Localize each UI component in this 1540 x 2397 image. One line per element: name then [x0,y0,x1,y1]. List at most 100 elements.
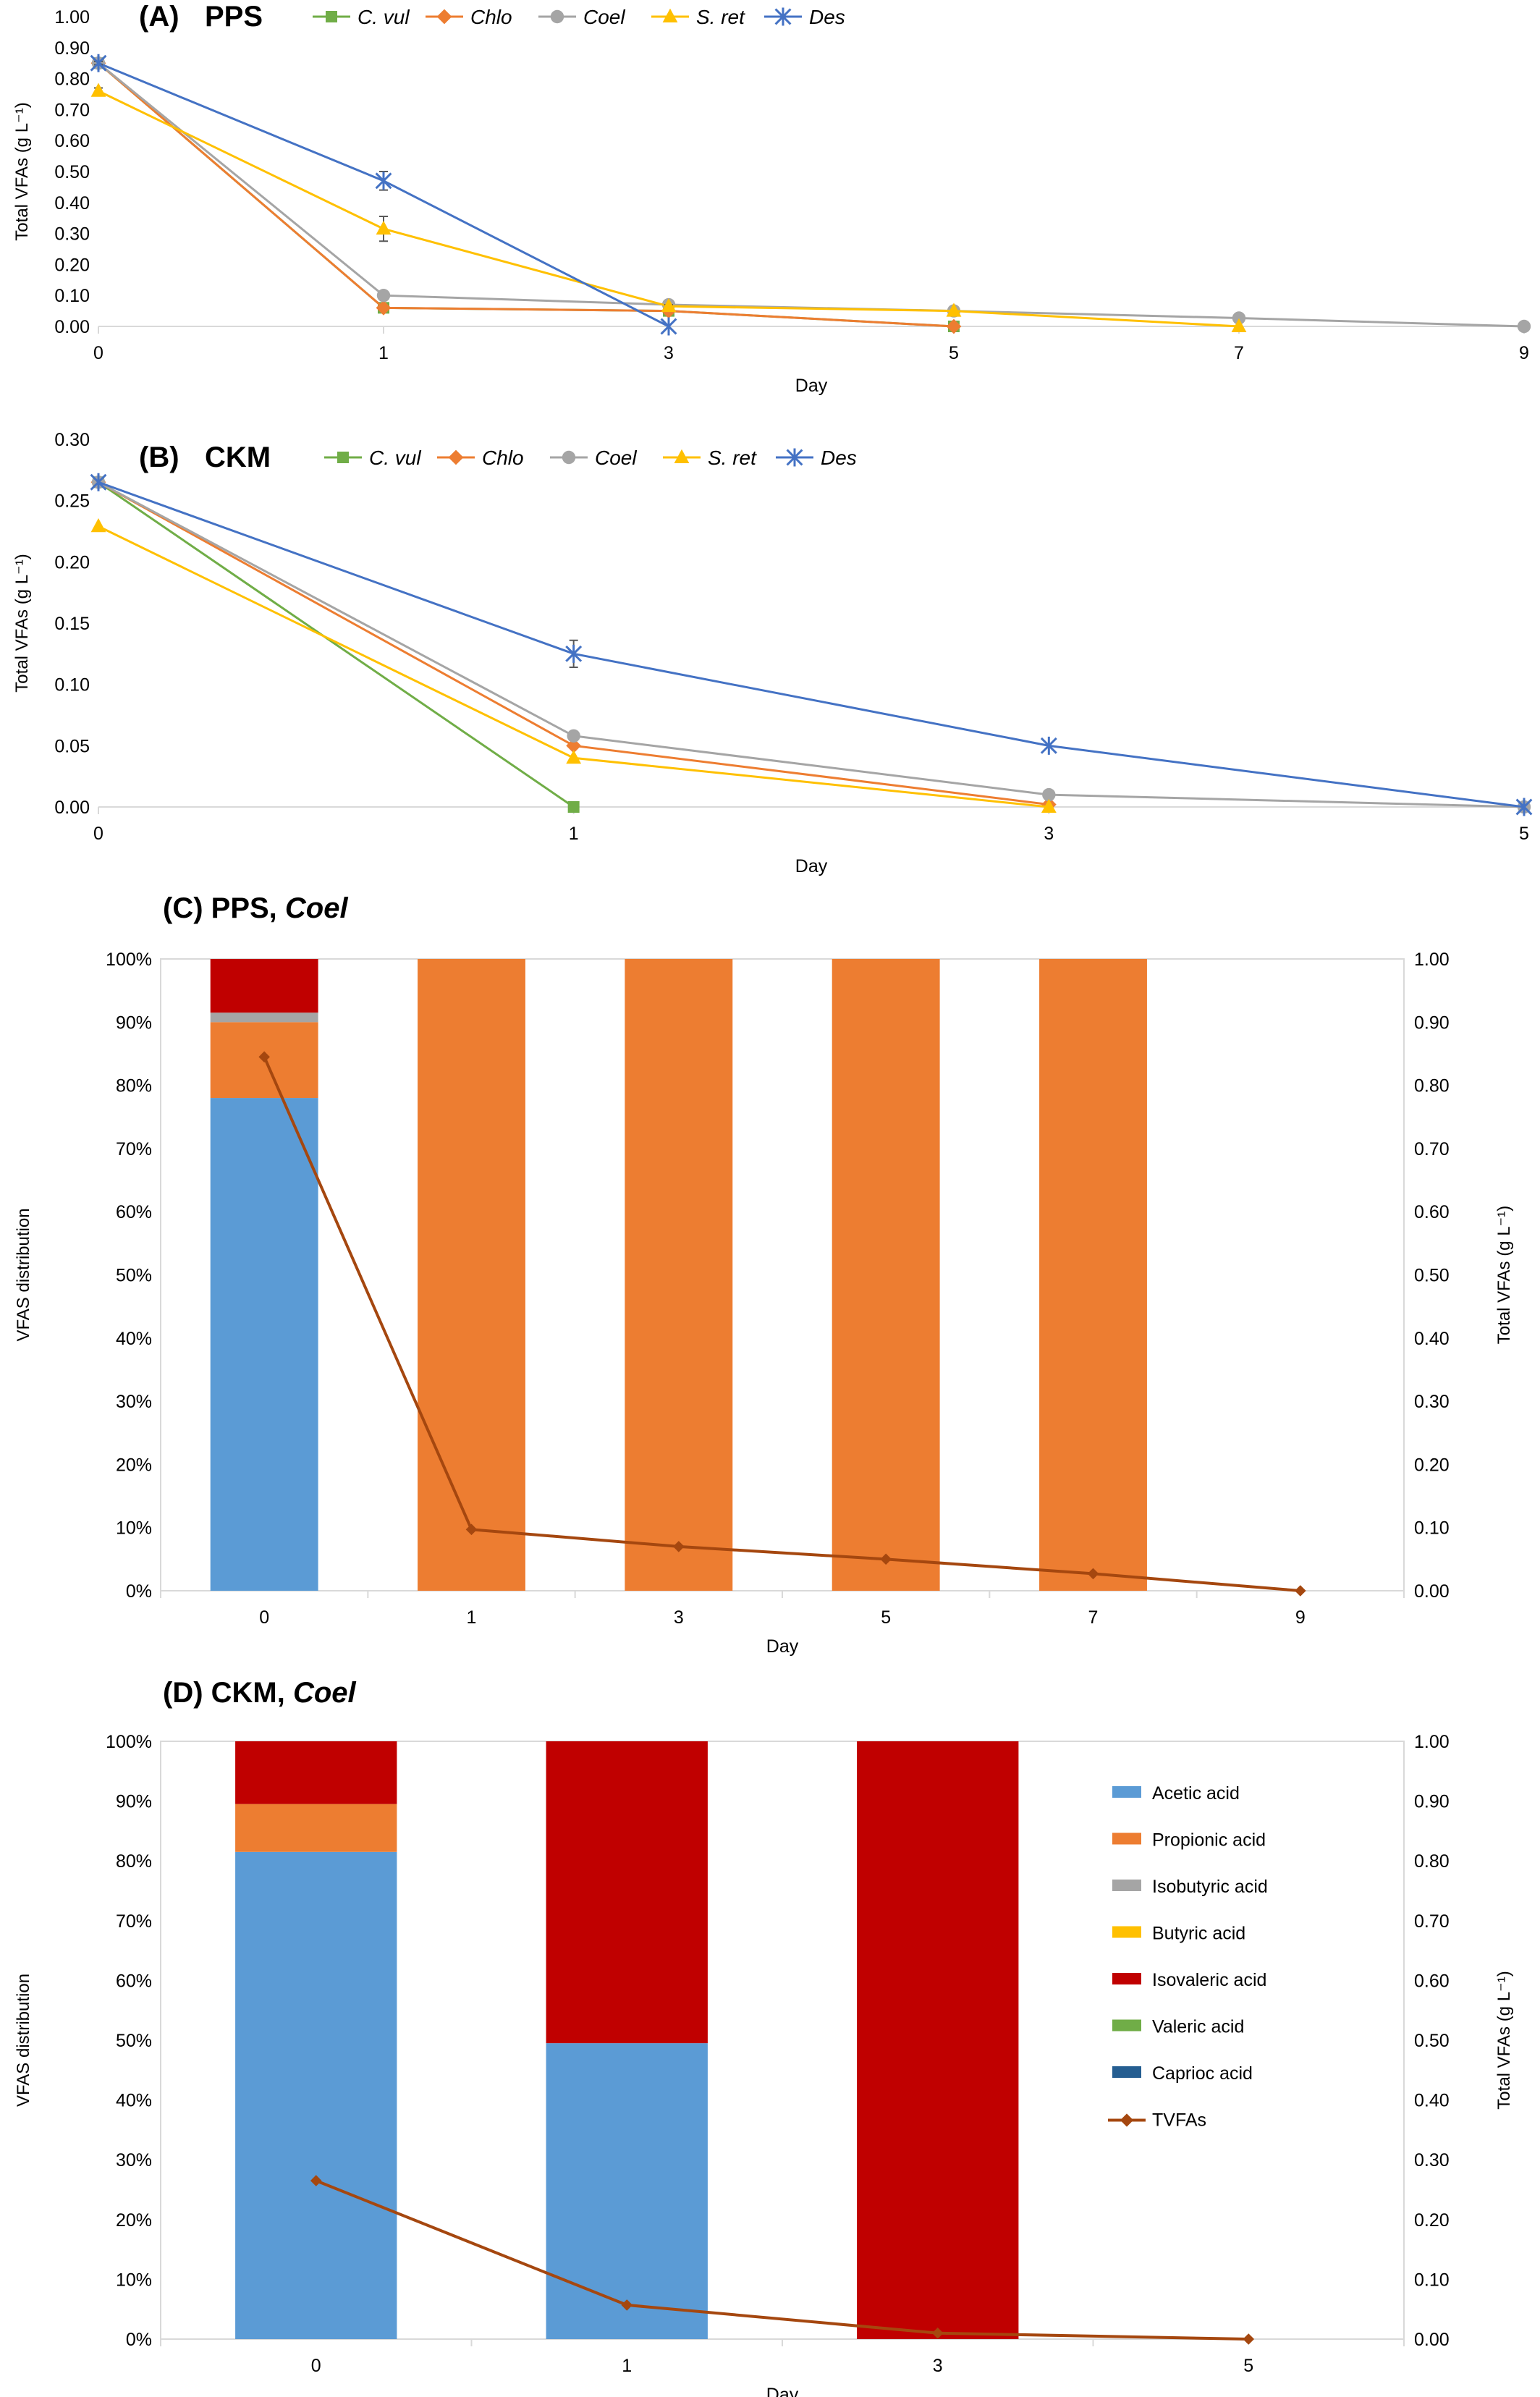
bar-segment [832,959,940,1591]
legend-swatch [1112,1973,1141,1984]
x-tick-label: 5 [1243,2356,1253,2376]
y-axis-label: Total VFAs (g L⁻¹) [12,102,32,240]
legend-swatch [1112,1926,1141,1938]
legend-entry: C. vul [358,6,410,28]
data-point [1231,318,1247,332]
y-tick-label: 100% [106,950,152,970]
y-tick-label: 10% [116,2270,152,2290]
legend-entry: Valeric acid [1152,2017,1244,2037]
y-tick-label: 30% [116,2150,152,2170]
panel-title: CKM [205,441,271,473]
y2-tick-label: 0.50 [1414,2031,1450,2051]
x-tick-label: 7 [1088,1607,1099,1628]
y-tick-label: 20% [116,1455,152,1475]
panel-label: (A) [139,1,179,33]
legend-swatch-marker [774,7,792,26]
y-tick-label: 40% [116,2091,152,2111]
y2-tick-label: 0.30 [1414,2150,1450,2170]
x-axis-label: Day [795,856,828,876]
legend-entry: S. ret [696,6,745,28]
tvfas-point [258,1051,270,1063]
x-tick-label: 1 [569,824,579,844]
legend-entry: Chlo [470,6,512,28]
y2-tick-label: 0.80 [1414,1851,1450,1872]
y-tick-label: 1.00 [54,7,90,28]
x-tick-label: 3 [1044,824,1054,844]
x-tick-label: 7 [1234,343,1244,363]
data-point [375,172,392,190]
panel-title-species: Coel [293,1677,357,1709]
x-tick-label: 9 [1519,343,1529,363]
legend-swatch [1112,1786,1141,1798]
y-tick-label: 0.60 [54,131,90,151]
y2-tick-label: 0.90 [1414,1792,1450,1812]
x-tick-label: 0 [259,1607,269,1628]
tvfas-point [931,2327,944,2339]
y-tick-label: 0.70 [54,100,90,120]
y-axis-label: Total VFAs (g L⁻¹) [12,554,32,692]
x-tick-label: 5 [1519,824,1529,844]
y-tick-label: 80% [116,1076,152,1096]
y2-tick-label: 0.80 [1414,1076,1450,1096]
y-tick-label: 0.50 [54,162,90,182]
tvfas-point [1087,1568,1099,1580]
data-point [90,473,107,491]
y2-tick-label: 0.00 [1414,2330,1450,2350]
y-tick-label: 30% [116,1392,152,1412]
panel-title: (D) CKM, Coel [163,1677,357,1709]
legend-swatch-marker [436,9,452,25]
bar-segment [625,959,733,1591]
y-tick-label: 40% [116,1329,152,1349]
data-point [1041,798,1057,813]
legend-entry: Des [821,447,857,469]
y2-tick-label: 0.30 [1414,1392,1450,1412]
bar-segment [546,1741,708,2044]
x-tick-label: 1 [622,2356,632,2376]
y-tick-label: 0.30 [54,430,90,450]
y-tick-label: 0.10 [54,286,90,306]
x-tick-label: 0 [311,2356,321,2376]
y-tick-label: 0% [126,2330,152,2350]
panel-title: PPS [205,1,263,33]
legend-entry: Propionic acid [1152,1830,1266,1851]
data-point [567,729,580,743]
y-tick-label: 0.00 [54,798,90,818]
y2-tick-label: 0.00 [1414,1581,1450,1602]
y-tick-label: 0.15 [54,614,90,634]
y2-tick-label: 0.40 [1414,2091,1450,2111]
legend-swatch-marker [448,449,464,465]
legend-entry: Des [809,6,845,28]
y-axis-label: VFAS distribution [14,1208,33,1341]
y-tick-label: 0.20 [54,255,90,275]
y2-tick-label: 0.70 [1414,1139,1450,1159]
panel-c-stacked-bar-chart: 0% 10% 20% 30% 40% 50% 60% 70% 80% 90% 100% 0.00 0.1… [14,892,1514,1657]
y2-tick-label: 0.60 [1414,1202,1450,1222]
x-tick-label: 5 [881,1607,891,1628]
tvfas-point [465,1523,478,1536]
y-tick-label: 50% [116,2031,152,2051]
bar-segment [210,959,318,1013]
y-axis-label: VFAS distribution [14,1974,33,2107]
y2-axis-label: Total VFAs (g L⁻¹) [1494,1971,1514,2109]
tvfas-point [880,1553,892,1565]
x-tick-label: 0 [93,343,103,363]
tvfas-point [621,2299,633,2311]
y-tick-label: 60% [116,1971,152,1991]
y2-axis-label: Total VFAs (g L⁻¹) [1494,1206,1514,1344]
legend-entry: S. ret [708,447,757,469]
bar-segment [235,1851,397,2339]
y-tick-label: 70% [116,1911,152,1932]
y-tick-label: 0.80 [54,69,90,90]
series-line [98,62,955,328]
y-tick-label: 50% [116,1266,152,1286]
x-axis-label: Day [766,1636,799,1657]
plot-frame [160,958,1405,1591]
y-tick-label: 90% [116,1013,152,1033]
bar-segment [210,1013,318,1023]
y2-tick-label: 0.70 [1414,1911,1450,1932]
data-point [90,83,106,97]
legend-swatch-marker [662,8,678,23]
y-tick-label: 0.05 [54,736,90,756]
bar-segment [235,1741,397,1804]
